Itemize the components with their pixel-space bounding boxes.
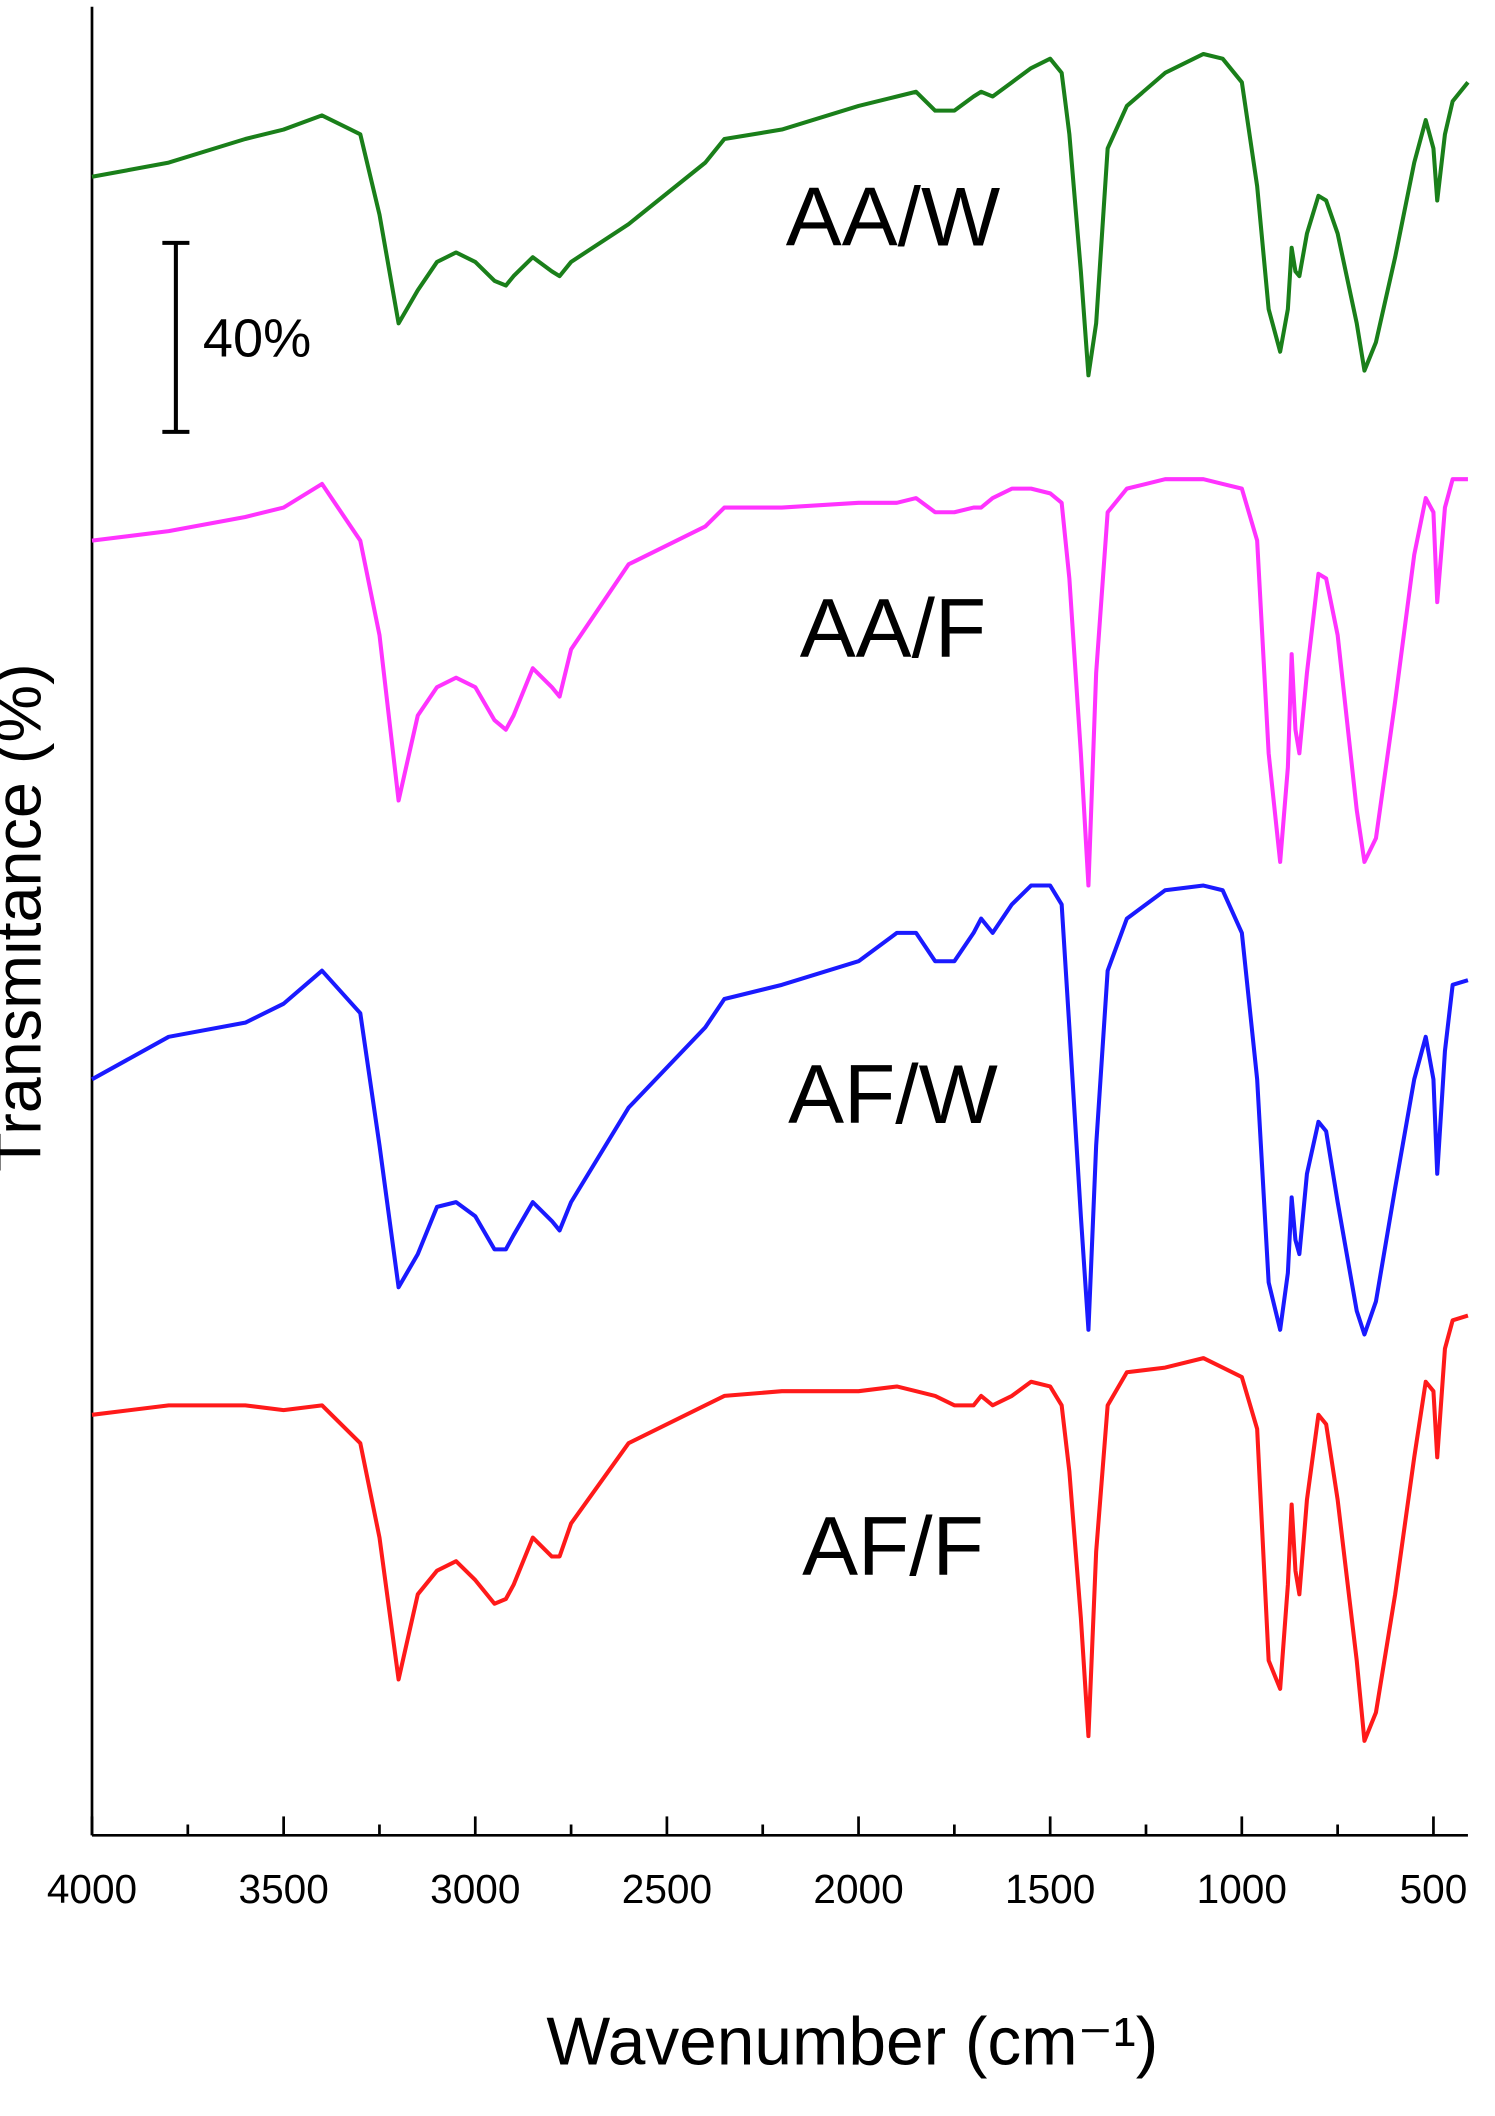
x-tick-label: 4000 xyxy=(47,1866,137,1912)
x-tick-label: 1500 xyxy=(1005,1866,1095,1912)
series-label: AA/F xyxy=(800,581,986,675)
series-line xyxy=(91,477,1468,888)
x-tick-label: 2500 xyxy=(622,1866,712,1912)
series-label: AA/W xyxy=(786,170,1000,264)
scale-bar-label: 40% xyxy=(203,308,311,368)
x-tick-label: 3000 xyxy=(430,1866,520,1912)
x-tick-label: 500 xyxy=(1400,1866,1468,1912)
x-tick-label: 3500 xyxy=(239,1866,329,1912)
series-line xyxy=(91,1313,1469,1743)
series-line xyxy=(91,883,1469,1337)
x-tick-label: 1000 xyxy=(1197,1866,1287,1912)
series-line xyxy=(91,51,1470,378)
x-tick-label: 2000 xyxy=(813,1866,903,1912)
series-label: AF/W xyxy=(788,1047,998,1141)
series-label: AF/F xyxy=(802,1499,984,1593)
y-axis-title: Transmitance (%) xyxy=(0,663,55,1172)
x-axis-title: Wavenumber (cm⁻¹) xyxy=(546,2005,1158,2080)
